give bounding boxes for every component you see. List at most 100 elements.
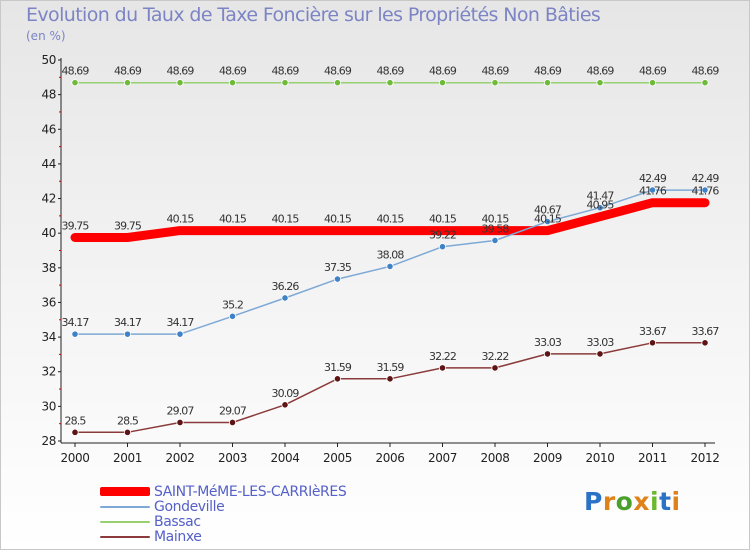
data-label: 33.03 xyxy=(534,336,562,349)
data-point xyxy=(491,79,499,87)
legend: SAINT-MéME-LES-CARRIèRES Gondeville Bassac… xyxy=(100,483,347,545)
data-label: 48.69 xyxy=(377,65,405,78)
data-label: 34.17 xyxy=(62,316,90,329)
logo-letter: i xyxy=(650,487,660,516)
data-label: 29.07 xyxy=(167,404,195,417)
x-tick-label: 2012 xyxy=(691,451,720,465)
data-label: 40.15 xyxy=(534,213,562,226)
data-point xyxy=(648,339,657,347)
data-point xyxy=(176,79,184,87)
data-label: 40.15 xyxy=(377,213,405,226)
data-point xyxy=(438,79,447,87)
data-point xyxy=(438,364,447,372)
data-point xyxy=(123,428,132,436)
data-point xyxy=(228,312,237,320)
data-label: 48.69 xyxy=(167,65,195,78)
chart-title: Evolution du Taux de Taxe Foncière sur l… xyxy=(26,4,601,26)
data-label: 48.69 xyxy=(482,65,510,78)
data-label: 48.69 xyxy=(534,65,562,78)
y-tick-label: 38 xyxy=(42,261,56,275)
data-label: 40.15 xyxy=(219,213,247,226)
x-tick-label: 2011 xyxy=(638,451,667,465)
data-label: 40.15 xyxy=(167,213,195,226)
legend-item: Bassac xyxy=(100,513,346,530)
logo-letter: P xyxy=(584,487,603,516)
data-label: 31.59 xyxy=(377,361,405,374)
data-point xyxy=(228,418,237,427)
data-point xyxy=(648,186,657,194)
y-tick-label: 50 xyxy=(42,53,56,67)
data-point xyxy=(543,350,552,358)
data-label: 41.76 xyxy=(692,185,720,198)
y-tick-label: 48 xyxy=(42,88,56,102)
series-line-0 xyxy=(70,198,710,242)
data-label: 41.76 xyxy=(639,185,667,198)
x-tick-label: 2010 xyxy=(586,451,615,465)
data-label: 32.22 xyxy=(482,350,509,363)
data-point xyxy=(596,350,604,358)
data-point xyxy=(648,79,657,87)
data-label: 36.26 xyxy=(272,280,300,293)
x-tick-label: 2007 xyxy=(428,451,457,465)
data-label: 48.69 xyxy=(429,65,457,78)
data-point xyxy=(333,79,342,87)
data-label: 40.15 xyxy=(482,213,510,226)
x-tick-label: 2002 xyxy=(166,451,195,465)
data-label: 33.67 xyxy=(692,325,720,338)
proxiti-logo: Proxiti xyxy=(584,487,681,516)
legend-item: Gondeville xyxy=(100,498,346,515)
data-label: 40.67 xyxy=(534,204,562,217)
data-label: 39.75 xyxy=(114,220,142,233)
y-tick-label: 40 xyxy=(42,226,56,240)
data-point xyxy=(228,79,237,87)
data-label: 33.03 xyxy=(587,336,615,349)
data-point xyxy=(701,186,709,194)
x-tick-label: 2004 xyxy=(271,451,300,465)
y-tick-label: 42 xyxy=(42,192,56,206)
data-point xyxy=(596,204,604,212)
data-label: 48.69 xyxy=(324,65,352,78)
data-label: 48.69 xyxy=(219,65,247,78)
data-label: 48.69 xyxy=(692,65,720,78)
data-label: 39.22 xyxy=(429,229,456,242)
y-tick-label: 30 xyxy=(42,399,56,413)
data-point xyxy=(333,275,342,283)
data-label: 42.49 xyxy=(639,172,667,185)
x-tick-label: 2001 xyxy=(113,451,142,465)
data-point xyxy=(438,243,447,251)
data-point xyxy=(71,330,79,338)
data-point xyxy=(386,262,394,271)
data-point xyxy=(386,375,394,383)
legend-label: Gondeville xyxy=(154,498,225,515)
data-label: 48.69 xyxy=(62,65,90,78)
data-label: 35.2 xyxy=(222,298,243,311)
data-label: 37.35 xyxy=(324,261,352,274)
legend-label: Bassac xyxy=(154,513,201,530)
data-label: 48.69 xyxy=(114,65,142,78)
data-point xyxy=(123,79,132,87)
data-label: 40.15 xyxy=(324,213,352,226)
data-label: 42.49 xyxy=(692,172,720,185)
legend-label: SAINT-MéME-LES-CARRIèRES xyxy=(154,483,347,500)
data-label: 39.58 xyxy=(482,222,510,235)
data-point xyxy=(491,364,499,372)
series-line-3 xyxy=(74,342,706,434)
legend-item: SAINT-MéME-LES-CARRIèRES xyxy=(100,483,347,500)
data-label: 28.5 xyxy=(65,414,87,427)
data-label: 40.15 xyxy=(272,213,300,226)
data-label: 28.5 xyxy=(117,414,139,427)
data-point xyxy=(701,79,709,87)
logo-letter: x xyxy=(633,487,650,516)
legend-swatch xyxy=(100,505,150,508)
data-point xyxy=(596,79,604,87)
y-tick-label: 36 xyxy=(42,295,56,309)
y-tick-label: 44 xyxy=(42,157,56,171)
legend-swatch xyxy=(100,487,150,496)
x-tick-label: 2009 xyxy=(533,451,562,465)
data-point xyxy=(281,79,289,87)
y-tick-label: 28 xyxy=(42,434,56,448)
data-label: 34.17 xyxy=(114,316,142,329)
legend-item: Mainxe xyxy=(100,529,346,545)
